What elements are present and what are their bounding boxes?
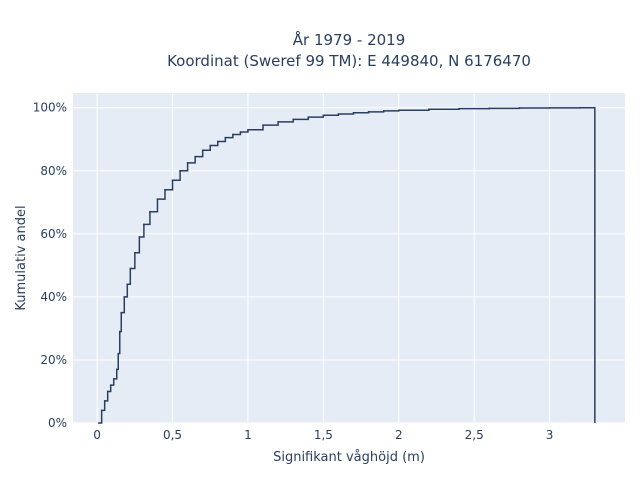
cdf-data-point — [337, 113, 340, 115]
cdf-data-point — [578, 106, 581, 109]
y-tick-label: 100% — [33, 101, 67, 115]
cdf-data-point — [112, 378, 115, 380]
cdf-data-point — [143, 223, 145, 226]
cdf-data-point — [138, 236, 141, 238]
cdf-data-point — [458, 107, 460, 110]
cdf-data-point — [239, 131, 242, 133]
cdf-data-point — [367, 111, 370, 113]
x-tick-label: 2 — [395, 428, 403, 442]
cdf-data-point — [201, 149, 204, 152]
cdf-data-point — [292, 118, 294, 121]
x-tick-label: 2,5 — [465, 428, 484, 442]
cdf-data-point — [322, 114, 325, 117]
y-tick-label: 60% — [40, 227, 67, 241]
cdf-data-point — [100, 409, 103, 412]
x-tick-label: 3 — [546, 428, 554, 442]
cdf-data-point — [232, 133, 234, 136]
cdf-data-point — [216, 140, 219, 143]
cdf-data-point — [428, 108, 430, 111]
x-tick-label: 1,5 — [314, 428, 333, 442]
cdf-data-point — [518, 107, 521, 109]
cdf-data-point — [123, 296, 126, 298]
cdf-data-point — [186, 162, 189, 164]
cdf-data-point — [277, 121, 279, 123]
cdf-data-point — [126, 283, 129, 286]
cdf-data-point — [548, 107, 551, 109]
cdf-data-point — [194, 155, 196, 158]
cdf-data-point — [118, 330, 121, 333]
y-tick-label: 20% — [40, 353, 67, 367]
cdf-data-point — [307, 116, 310, 118]
x-tick-label: 1 — [244, 428, 252, 442]
cdf-data-point — [149, 210, 151, 213]
cdf-data-point — [129, 267, 132, 270]
cdf-data-point — [97, 422, 100, 424]
y-tick-label: 80% — [40, 164, 67, 178]
cdf-data-point — [171, 179, 174, 182]
y-axis-label: Kumulativ andel — [14, 205, 29, 310]
cdf-data-point — [120, 311, 123, 314]
cdf-data-point — [103, 400, 106, 402]
cdf-data-point — [156, 198, 159, 200]
cdf-data-point — [262, 124, 264, 126]
cdf-data-point — [164, 188, 166, 191]
plot-area — [73, 93, 625, 423]
cdf-data-point — [247, 128, 249, 131]
y-axis-ticks: 0% 20% 40% 60% 80% 100% — [33, 101, 67, 430]
chart-title-line-2: Koordinat (Sweref 99 TM): E 449840, N 61… — [167, 52, 531, 70]
cdf-data-point — [109, 384, 112, 386]
cdf-data-point — [106, 390, 109, 393]
cdf-data-point — [397, 109, 400, 112]
x-tick-label: 0,5 — [163, 428, 182, 442]
cdf-data-point — [179, 169, 181, 172]
chart-title-line-1: År 1979 - 2019 — [293, 30, 406, 49]
cdf-data-point — [352, 111, 355, 114]
cdf-data-point — [115, 368, 118, 371]
cdf-data-point — [224, 136, 227, 139]
y-tick-label: 40% — [40, 290, 67, 304]
series-layer — [97, 106, 596, 424]
cdf-data-point — [134, 251, 136, 254]
cdf-data-point — [382, 110, 385, 112]
cdf-data-point — [117, 352, 120, 355]
y-tick-label: 0% — [48, 416, 67, 430]
cdf-data-point — [488, 107, 491, 110]
x-axis-label: Signifikant våghöjd (m) — [273, 450, 425, 465]
cdf-data-point — [209, 144, 212, 147]
x-tick-label: 0 — [93, 428, 101, 442]
x-axis-ticks: 0 0,5 1 1,5 2 2,5 3 — [93, 428, 553, 442]
cdf-data-point — [594, 106, 596, 109]
